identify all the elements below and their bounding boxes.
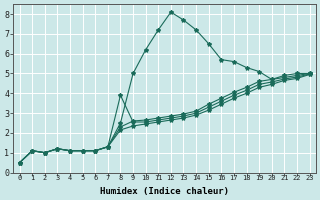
X-axis label: Humidex (Indice chaleur): Humidex (Indice chaleur) xyxy=(100,187,229,196)
